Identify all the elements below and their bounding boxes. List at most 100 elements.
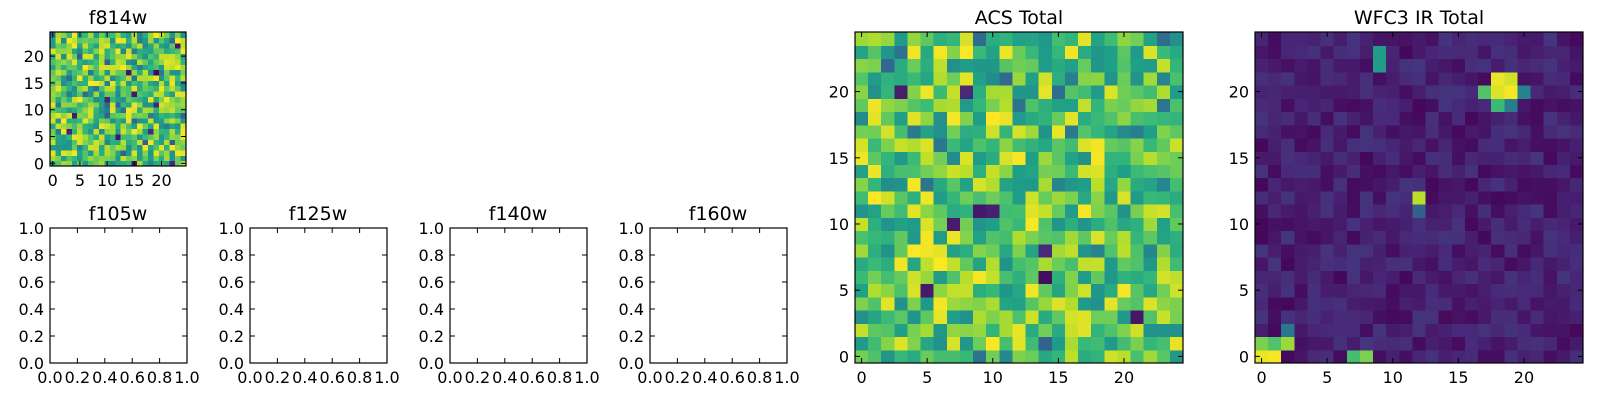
heatmap-cell [973, 111, 987, 126]
heatmap-cell [120, 80, 127, 87]
heatmap-cell [1569, 151, 1584, 165]
heatmap-cell [1281, 349, 1295, 364]
heatmap-cell [999, 323, 1014, 338]
heatmap-cell [50, 42, 57, 49]
heatmap-cell [169, 53, 176, 60]
heatmap-cell [93, 53, 100, 60]
heatmap-cell [55, 42, 62, 49]
heatmap-cell [999, 151, 1014, 165]
heatmap-cell [50, 37, 57, 44]
heatmap-cell [104, 48, 111, 55]
heatmap-cell [1294, 270, 1309, 285]
heatmap-cell [1333, 296, 1348, 311]
heatmap-cell [131, 107, 138, 113]
heatmap-cell [1143, 137, 1158, 152]
heatmap-cell [175, 64, 182, 71]
heatmap-cell [946, 58, 961, 73]
heatmap-cell [1543, 58, 1558, 73]
heatmap-cell [1038, 98, 1053, 113]
heatmap-cell [920, 296, 935, 311]
heatmap-cell [1012, 151, 1027, 165]
heatmap-cell [1386, 323, 1400, 338]
heatmap-cell [142, 133, 149, 140]
heatmap-cell [137, 107, 144, 113]
heatmap-cell [104, 64, 111, 71]
heatmap-cell [946, 270, 961, 285]
heatmap-cell [1464, 349, 1479, 364]
heatmap-cell [66, 139, 73, 146]
heatmap-cell [1386, 283, 1400, 298]
heatmap-cell [1117, 190, 1132, 205]
heatmap-cell [1333, 270, 1348, 285]
y-tick-label: 0.6 [619, 273, 644, 292]
heatmap-cell [1091, 45, 1105, 60]
heatmap-cell [959, 111, 974, 126]
heatmap-cell [109, 42, 116, 49]
heatmap-cell [153, 133, 160, 140]
heatmap-cell [1156, 71, 1171, 86]
heatmap-cell [1025, 137, 1040, 152]
heatmap-cell [881, 151, 895, 165]
heatmap-cell [60, 42, 67, 49]
heatmap-cell [933, 190, 948, 205]
heatmap-cell [169, 139, 176, 146]
heatmap-cell [1412, 124, 1427, 139]
heatmap-cell [50, 128, 57, 135]
heatmap-cell [164, 69, 171, 76]
heatmap-cell [126, 69, 133, 76]
heatmap-cell [93, 112, 100, 119]
heatmap-cell [1451, 243, 1466, 258]
heatmap-cell [1064, 164, 1079, 179]
heatmap-cell [946, 243, 961, 258]
heatmap-cell [77, 53, 84, 60]
y-tick-label: 0.4 [619, 300, 644, 319]
heatmap-cell [1064, 58, 1079, 73]
heatmap-cell [1143, 58, 1158, 73]
heatmap-cell [77, 37, 84, 44]
x-tick-label: 20 [1514, 368, 1534, 387]
heatmap-cell [1091, 296, 1105, 311]
heatmap-cell [142, 96, 149, 103]
heatmap-cell [1386, 164, 1400, 179]
heatmap-cell [1333, 32, 1348, 46]
heatmap-cell [894, 45, 909, 60]
heatmap-cell [1346, 58, 1361, 73]
x-tick-label: 0 [48, 171, 58, 190]
heatmap-cell [1169, 58, 1184, 73]
heatmap-cell [158, 58, 165, 65]
heatmap-cell [164, 90, 171, 97]
heatmap-cell [82, 69, 89, 76]
heatmap-cell [1399, 177, 1414, 192]
heatmap-cell [1038, 270, 1053, 285]
heatmap-cell [158, 85, 165, 92]
heatmap-cell [60, 112, 67, 119]
heatmap-cell [881, 270, 895, 285]
heatmap-cell [894, 32, 909, 46]
heatmap-cell [881, 190, 895, 205]
heatmap-cell [933, 98, 948, 113]
heatmap-cell [1543, 217, 1558, 232]
heatmap-cell [1399, 296, 1414, 311]
heatmap-cell [55, 128, 62, 135]
heatmap-cell [907, 204, 922, 218]
heatmap-cell [71, 85, 78, 92]
heatmap-cell [1078, 283, 1092, 298]
heatmap-cell [153, 149, 160, 156]
heatmap-cell [1156, 111, 1171, 126]
heatmap-cell [120, 53, 127, 60]
heatmap-cell [175, 69, 182, 76]
heatmap-cell [1373, 111, 1387, 126]
heatmap-cell [973, 164, 987, 179]
heatmap-cell [1491, 32, 1505, 46]
heatmap-cell [50, 101, 57, 108]
heatmap-cell [1104, 45, 1118, 60]
heatmap-cell [82, 139, 89, 146]
heatmap-cell [142, 64, 149, 71]
heatmap-cell [973, 310, 987, 324]
heatmap-cell [175, 112, 182, 119]
heatmap-cell [1307, 84, 1322, 99]
x-tick-label: 1.0 [774, 368, 799, 387]
heatmap-cell [158, 69, 165, 76]
heatmap-cell [1051, 204, 1066, 218]
heatmap-cell [71, 128, 78, 135]
